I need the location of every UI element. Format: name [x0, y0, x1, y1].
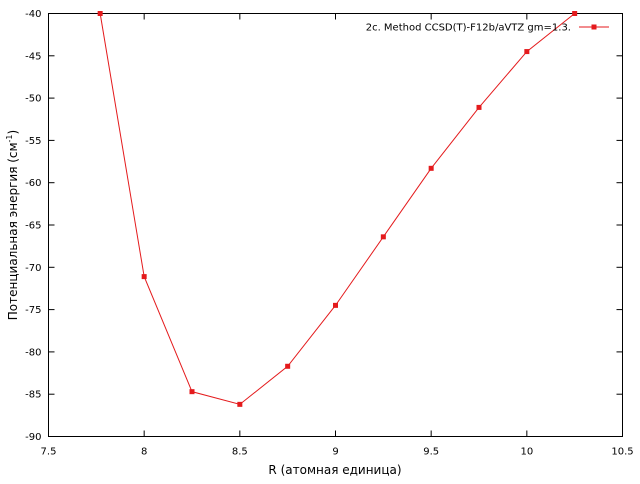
- data-point: [141, 274, 147, 280]
- y-tick-label: -50: [25, 94, 41, 105]
- x-tick-label: 9: [332, 447, 338, 458]
- data-point: [333, 302, 338, 308]
- legend-marker: [591, 24, 597, 30]
- y-tick-label: -80: [25, 347, 41, 358]
- y-tick-label: -60: [25, 178, 41, 189]
- y-tick-label: -45: [25, 51, 41, 62]
- y-tick-label: -90: [25, 432, 41, 443]
- data-point: [97, 11, 103, 16]
- x-tick-label: 8: [141, 447, 147, 458]
- x-tick-label: 10: [520, 447, 533, 458]
- data-point: [237, 401, 243, 407]
- plot-frame: [48, 13, 623, 437]
- y-label-sup: -1: [5, 134, 14, 142]
- x-tick-label: 7.5: [41, 447, 57, 458]
- y-tick-label: -85: [25, 390, 41, 401]
- y-label-text: Потенциальная энергия (см: [6, 142, 20, 320]
- data-point: [189, 389, 195, 395]
- x-tick-label: 10.5: [611, 447, 633, 458]
- x-tick-label: 8.5: [232, 447, 248, 458]
- legend-label: 2c. Method CCSD(T)-F12b/aVTZ gm=1.3.: [366, 23, 571, 34]
- y-tick-label: -40: [25, 9, 41, 20]
- y-label-text: ): [6, 130, 20, 135]
- data-point: [428, 165, 434, 171]
- y-axis-label: Потенциальная энергия (см-1): [5, 130, 20, 320]
- data-point: [524, 49, 530, 55]
- data-point: [285, 363, 291, 369]
- y-tick-label: -55: [25, 136, 41, 147]
- y-tick-label: -70: [25, 263, 41, 274]
- x-tick-label: 9.5: [423, 447, 439, 458]
- y-tick-label: -65: [25, 221, 41, 232]
- y-tick-label: -75: [25, 305, 41, 316]
- series-line: [99, 13, 575, 405]
- x-axis-label: R (атомная единица): [268, 463, 401, 477]
- data-point: [476, 104, 482, 110]
- data-point: [380, 234, 386, 240]
- data-point: [572, 11, 578, 16]
